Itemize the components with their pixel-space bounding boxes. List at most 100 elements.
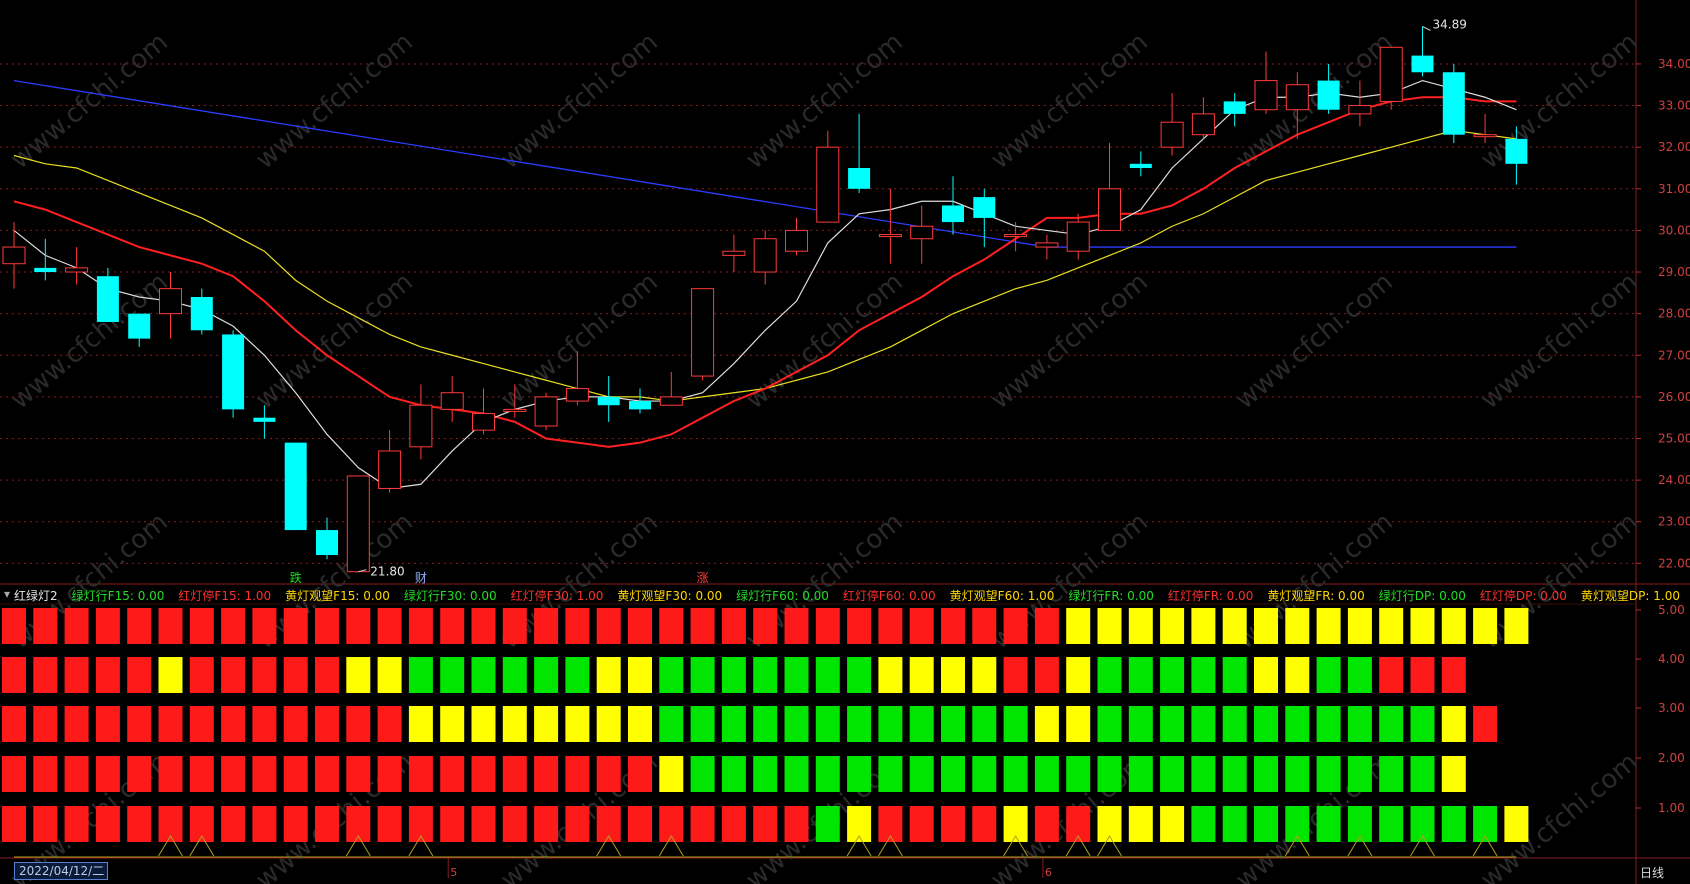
signal-block: [628, 706, 652, 742]
signal-block: [1441, 806, 1466, 842]
signal-block: [252, 806, 277, 842]
signal-block: [1347, 756, 1372, 792]
header-item: 绿灯行F15: 0.00: [71, 589, 165, 603]
candle-body: [1379, 46, 1403, 102]
signal-marker: [877, 835, 903, 857]
signal-block: [1379, 806, 1404, 842]
signal-block: [847, 657, 872, 693]
signal-block: [753, 706, 778, 742]
signal-block: [377, 608, 402, 644]
signal-block: [1128, 756, 1153, 792]
signal-block: [471, 657, 496, 693]
signal-marker: [1065, 835, 1091, 857]
signal-block: [127, 608, 152, 644]
header-item: 红灯停F15: 1.00: [178, 589, 272, 603]
signal-block: [377, 756, 402, 792]
signal-block: [221, 806, 246, 842]
indicator-tick-label: 2.00: [1658, 751, 1685, 765]
signal-block: [1034, 706, 1059, 742]
high-pointer: [1422, 26, 1431, 31]
candle-body: [128, 313, 151, 339]
signal-marker: [596, 835, 622, 857]
signal-block: [1034, 657, 1059, 693]
candle-body: [34, 267, 57, 273]
signal-block: [1222, 706, 1247, 742]
header-item: 黄灯观望F15: 0.00: [285, 589, 390, 603]
candle-body: [1066, 221, 1090, 252]
signal-block: [1410, 657, 1435, 693]
signal-block: [534, 608, 559, 644]
signal-block: [189, 657, 214, 693]
candle-body: [1254, 80, 1278, 111]
signal-block: [377, 706, 402, 742]
signal-block: [909, 806, 934, 842]
collapse-triangle-icon[interactable]: ▾: [4, 587, 11, 601]
signal-block: [1097, 608, 1122, 644]
candle-body: [565, 388, 589, 402]
signal-block: [1160, 657, 1185, 693]
signal-block: [1347, 706, 1372, 742]
signal-block: [721, 657, 746, 693]
signal-block: [721, 806, 746, 842]
month-label: 5: [450, 866, 457, 879]
cursor-date: 2022/04/12/二: [14, 862, 108, 880]
signal-block: [2, 806, 26, 842]
signal-marker: [189, 835, 215, 857]
signal-block: [1034, 806, 1059, 842]
signal-block: [33, 706, 58, 742]
candle-body: [1191, 113, 1215, 136]
signal-block: [1410, 756, 1435, 792]
signal-block: [1316, 706, 1341, 742]
low-pointer: [358, 569, 367, 573]
candle-body: [722, 250, 746, 256]
candle-body: [1505, 138, 1528, 164]
price-tick-label: 30.00: [1658, 223, 1690, 237]
watermark-text: www.cfchi.com: [250, 267, 419, 415]
signal-block: [1003, 756, 1028, 792]
candle-body: [1411, 55, 1434, 73]
signal-block: [1316, 756, 1341, 792]
signal-block: [815, 657, 840, 693]
indicator-name: 红绿灯2: [14, 589, 58, 603]
signal-block: [502, 806, 527, 842]
signal-block: [252, 706, 277, 742]
signal-block: [283, 806, 308, 842]
signal-block: [941, 608, 965, 644]
signal-block: [440, 806, 465, 842]
signal-marker: [1410, 835, 1435, 857]
signal-block: [753, 608, 778, 644]
signal-block: [753, 657, 778, 693]
header-item: 黄灯观望FR: 0.00: [1267, 589, 1365, 603]
signal-marker: [1097, 835, 1122, 857]
high-price-label: 34.89: [1433, 17, 1467, 31]
signal-block: [784, 706, 809, 742]
price-tick-label: 29.00: [1658, 265, 1690, 279]
signal-block: [95, 756, 120, 792]
signal-block: [221, 706, 246, 742]
signal-block: [2, 756, 26, 792]
signal-block: [64, 608, 89, 644]
signal-block: [1504, 608, 1529, 644]
signal-block: [596, 706, 621, 742]
signal-block: [346, 756, 371, 792]
period-label[interactable]: 日线: [1639, 866, 1664, 880]
signal-block: [471, 608, 496, 644]
candle-body: [2, 246, 26, 265]
indicator-header: ▾ 红绿灯2 绿灯行F15: 0.00 红灯停F15: 1.00 黄灯观望F15…: [4, 587, 1690, 603]
signal-block: [1160, 706, 1185, 742]
signal-block: [471, 806, 496, 842]
signal-block: [628, 806, 652, 842]
price-tick-label: 28.00: [1658, 307, 1690, 321]
signal-block: [1285, 756, 1310, 792]
candle-body: [973, 197, 996, 218]
candle-body: [534, 396, 558, 427]
signal-block: [440, 756, 465, 792]
signal-block: [596, 608, 621, 644]
signal-block: [784, 657, 809, 693]
signal-block: [565, 706, 590, 742]
signal-block: [1128, 706, 1153, 742]
signal-block: [784, 806, 809, 842]
signal-block: [1066, 756, 1091, 792]
signal-block: [1191, 608, 1216, 644]
